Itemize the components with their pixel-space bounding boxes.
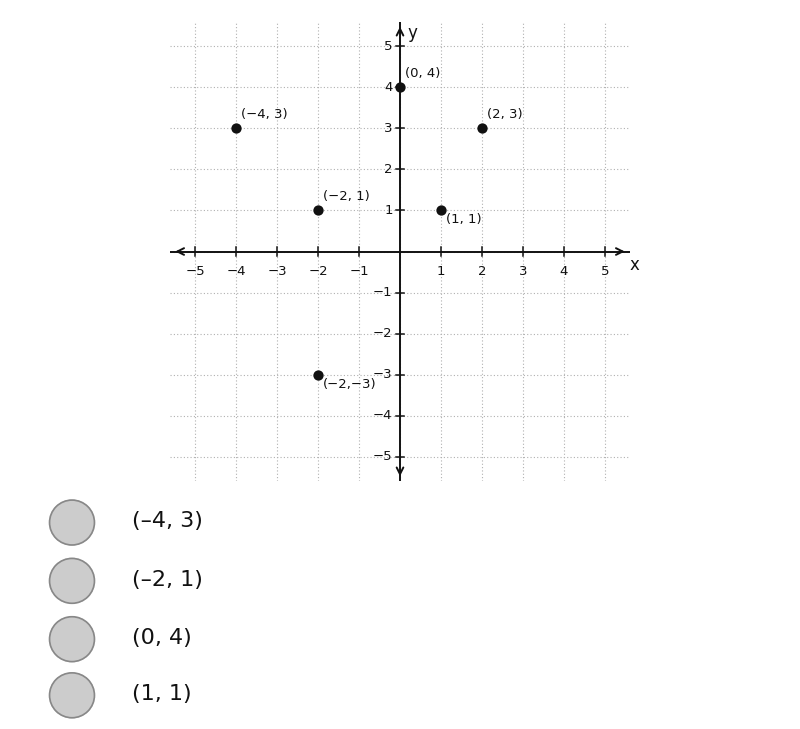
Text: 3: 3 <box>518 265 527 278</box>
Text: (−4, 3): (−4, 3) <box>241 108 287 121</box>
Point <box>434 205 447 217</box>
Circle shape <box>50 558 94 604</box>
Point <box>476 122 489 134</box>
Text: −5: −5 <box>185 265 205 278</box>
Text: (–4, 3): (–4, 3) <box>132 511 203 531</box>
Text: (−2, 1): (−2, 1) <box>323 190 370 203</box>
Text: (2, 3): (2, 3) <box>487 108 522 121</box>
Text: −3: −3 <box>267 265 286 278</box>
Text: −3: −3 <box>373 368 393 381</box>
Text: (1, 1): (1, 1) <box>132 684 192 704</box>
Text: −4: −4 <box>226 265 246 278</box>
Point <box>230 122 242 134</box>
Text: (0, 4): (0, 4) <box>405 67 440 80</box>
Text: −2: −2 <box>373 327 393 340</box>
Circle shape <box>50 673 94 718</box>
Circle shape <box>50 617 94 662</box>
Text: 4: 4 <box>384 81 393 94</box>
Text: −1: −1 <box>373 286 393 299</box>
Text: 4: 4 <box>560 265 568 278</box>
Text: y: y <box>407 24 418 42</box>
Text: x: x <box>630 256 639 273</box>
Text: 1: 1 <box>437 265 446 278</box>
Point <box>394 82 406 93</box>
Point <box>311 369 324 381</box>
Text: −1: −1 <box>349 265 369 278</box>
Text: −4: −4 <box>373 409 393 422</box>
Text: 1: 1 <box>384 204 393 217</box>
Text: 3: 3 <box>384 122 393 135</box>
Point <box>311 205 324 217</box>
Text: (0, 4): (0, 4) <box>132 628 192 648</box>
Text: −2: −2 <box>308 265 328 278</box>
Text: (1, 1): (1, 1) <box>446 213 482 226</box>
Text: −5: −5 <box>373 450 393 463</box>
Text: 2: 2 <box>478 265 486 278</box>
Text: 5: 5 <box>384 40 393 53</box>
Circle shape <box>50 500 94 545</box>
Text: (–2, 1): (–2, 1) <box>132 569 203 590</box>
Text: (−2,−3): (−2,−3) <box>323 378 377 391</box>
Text: 2: 2 <box>384 163 393 176</box>
Text: 5: 5 <box>601 265 610 278</box>
